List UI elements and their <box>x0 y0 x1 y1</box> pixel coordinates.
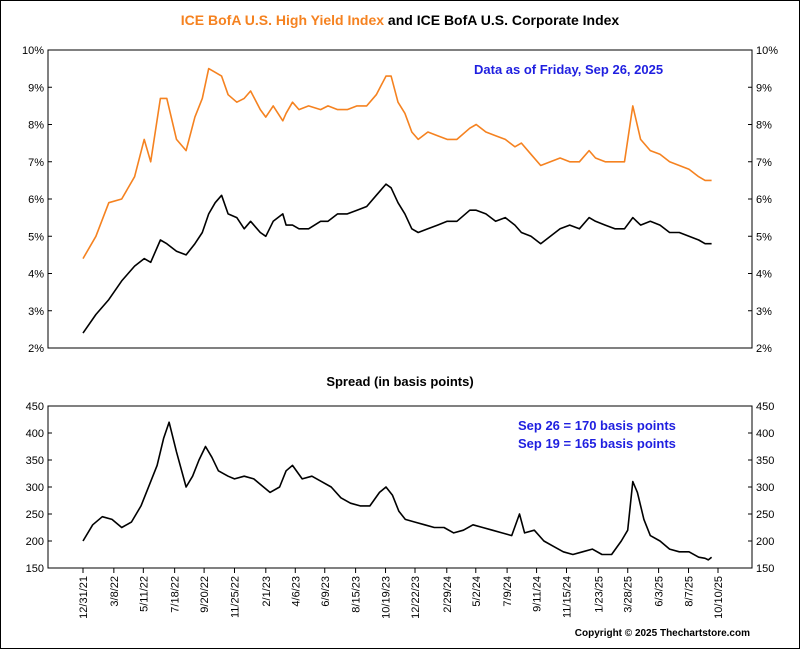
y-tick-label-right: 350 <box>756 455 774 467</box>
x-tick-label: 5/11/22 <box>138 576 150 612</box>
y-tick-label-right: 8% <box>756 120 772 132</box>
y-tick-label-left: 250 <box>26 509 44 521</box>
x-tick-label: 5/2/24 <box>471 576 483 607</box>
y-tick-label-right: 10% <box>756 45 778 57</box>
x-tick-label: 8/7/25 <box>684 576 696 607</box>
series-line-1-2 <box>82 183 712 334</box>
x-tick-label: 1/23/25 <box>593 576 605 613</box>
x-tick-label: 12/31/21 <box>78 576 90 619</box>
y-tick-label-left: 10% <box>22 45 44 57</box>
y-tick-label-left: 5% <box>28 231 44 243</box>
spread-current-note: Sep 26 = 170 basis points <box>518 418 676 433</box>
spread-prior-note: Sep 19 = 165 basis points <box>518 436 676 451</box>
x-tick-label: 3/28/25 <box>623 576 635 613</box>
plot-area-2 <box>47 405 753 569</box>
y-tick-label-left: 200 <box>26 536 44 548</box>
y-tick-label-right: 250 <box>756 509 774 521</box>
copyright: Copyright © 2025 Thechartstore.com <box>574 628 750 639</box>
y-tick-label-right: 6% <box>756 194 772 206</box>
y-tick-label-right: 2% <box>756 343 772 355</box>
x-tick-label: 11/25/22 <box>229 576 241 618</box>
data-as-of-note: Data as of Friday, Sep 26, 2025 <box>474 62 664 77</box>
x-tick-label: 6/3/25 <box>654 576 666 607</box>
x-tick-label: 7/18/22 <box>170 576 182 613</box>
y-tick-label-right: 150 <box>756 563 774 575</box>
y-tick-label-right: 200 <box>756 536 774 548</box>
y-tick-label-left: 400 <box>26 428 44 440</box>
y-tick-label-right: 5% <box>756 231 772 243</box>
y-tick-label-right: 7% <box>756 157 772 169</box>
x-tick-label: 10/10/25 <box>713 576 725 619</box>
plot-area-1 <box>47 49 753 349</box>
x-tick-label: 10/19/23 <box>381 576 393 619</box>
y-tick-label-right: 4% <box>756 269 772 281</box>
series-line-2-1 <box>82 421 713 561</box>
y-tick-label-left: 6% <box>28 194 44 206</box>
y-tick-label-right: 9% <box>756 82 772 94</box>
x-tick-label: 4/6/23 <box>290 576 302 607</box>
x-tick-label: 9/20/22 <box>199 576 211 613</box>
y-tick-label-left: 3% <box>28 306 44 318</box>
x-tick-label: 9/11/24 <box>532 576 544 612</box>
y-tick-label-right: 3% <box>756 306 772 318</box>
x-tick-label: 7/9/24 <box>502 576 514 607</box>
spread-panel-title: Spread (in basis points) <box>326 374 474 389</box>
y-tick-label-right: 300 <box>756 482 774 494</box>
series-line-1-1 <box>82 67 712 260</box>
y-tick-label-left: 300 <box>26 482 44 494</box>
x-tick-label: 8/15/23 <box>351 576 363 613</box>
x-tick-label: 12/22/23 <box>410 576 422 619</box>
y-tick-label-right: 400 <box>756 428 774 440</box>
y-tick-label-left: 7% <box>28 157 44 169</box>
y-tick-label-left: 350 <box>26 455 44 467</box>
y-tick-label-left: 4% <box>28 269 44 281</box>
y-tick-label-left: 8% <box>28 120 44 132</box>
x-tick-label: 11/15/24 <box>562 576 574 618</box>
title-high-yield: ICE BofA U.S. High Yield Index <box>180 12 385 28</box>
y-tick-label-left: 150 <box>26 563 44 575</box>
y-tick-label-left: 2% <box>28 343 44 355</box>
x-tick-label: 2/1/23 <box>261 576 273 607</box>
y-tick-label-right: 450 <box>756 401 774 413</box>
y-tick-label-left: 9% <box>28 82 44 94</box>
title-corporate: and ICE BofA U.S. Corporate Index <box>384 12 620 28</box>
y-tick-label-left: 450 <box>26 401 44 413</box>
x-tick-label: 6/9/23 <box>320 576 332 607</box>
chart-title: ICE BofA U.S. High Yield Index and ICE B… <box>0 12 800 28</box>
x-tick-label: 2/29/24 <box>442 576 454 613</box>
x-tick-label: 3/8/22 <box>109 576 121 607</box>
